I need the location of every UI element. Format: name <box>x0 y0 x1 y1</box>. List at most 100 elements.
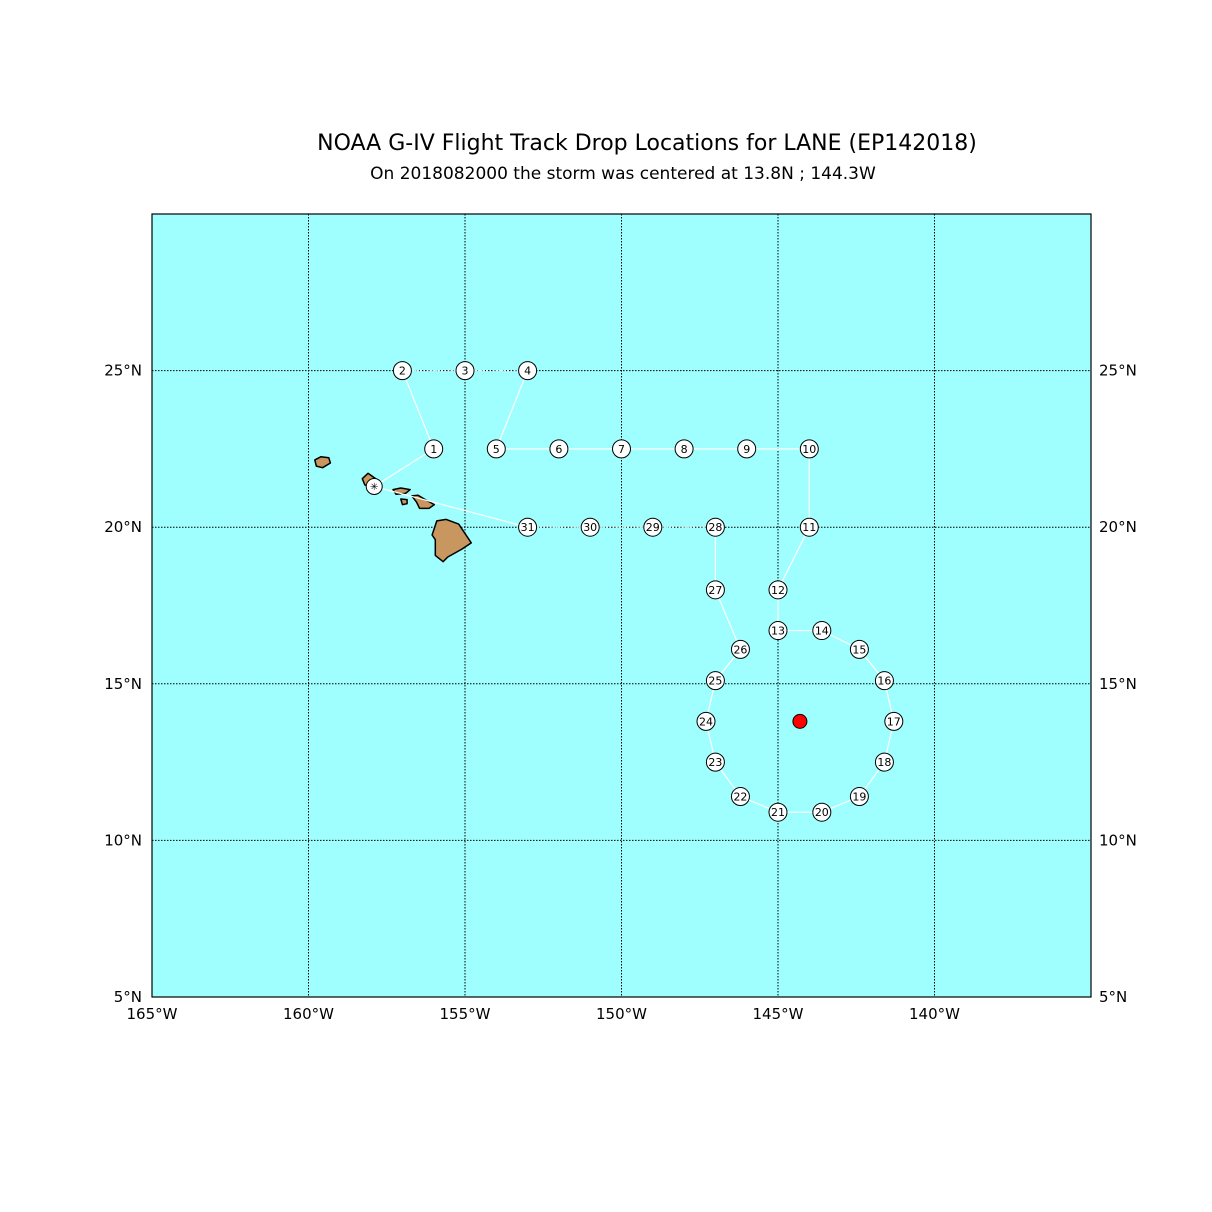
lat-tick-label-right: 10°N <box>1099 831 1137 849</box>
drop-point: 28 <box>705 517 725 537</box>
drop-point: 11 <box>799 517 819 537</box>
drop-label: 19 <box>852 791 866 804</box>
drop-point: 20 <box>812 802 832 822</box>
airport-base-icon <box>365 477 383 495</box>
track-segment <box>714 589 741 650</box>
drop-marker <box>768 580 788 600</box>
drop-label: 3 <box>462 365 469 378</box>
drop-label: 29 <box>646 521 660 534</box>
drop-label: 25 <box>708 675 722 688</box>
drop-marker <box>486 439 506 459</box>
drop-label: 24 <box>699 715 713 728</box>
drop-marker <box>455 361 475 381</box>
drop-marker <box>549 439 569 459</box>
drop-point: 26 <box>730 639 750 659</box>
lon-tick-label: 150°W <box>596 1005 647 1023</box>
drop-point: 19 <box>849 787 869 807</box>
flight-track <box>373 370 895 813</box>
drop-point: 5 <box>486 439 506 459</box>
drop-point: 22 <box>730 787 750 807</box>
drop-point: 3 <box>455 361 475 381</box>
track-segment <box>401 370 435 450</box>
drop-point: 24 <box>696 711 716 731</box>
lat-tick-label-left: 5°N <box>114 988 142 1006</box>
drop-label: 28 <box>708 521 722 534</box>
drop-point: 21 <box>768 802 788 822</box>
drop-point: 17 <box>884 711 904 731</box>
map-title: NOAA G-IV Flight Track Drop Locations fo… <box>317 131 977 156</box>
drop-point: 7 <box>612 439 631 459</box>
drop-marker <box>518 361 538 381</box>
lat-tick-label-right: 15°N <box>1099 675 1137 693</box>
lon-tick-label: 160°W <box>283 1005 334 1023</box>
drop-point: 13 <box>768 621 788 641</box>
drop-marker <box>730 787 750 807</box>
drop-label: 10 <box>802 443 816 456</box>
drop-point: 4 <box>518 361 538 381</box>
drop-point: 27 <box>705 580 725 600</box>
drop-marker <box>705 671 725 691</box>
lon-tick-label: 165°W <box>127 1005 178 1023</box>
storm-center-marker <box>792 713 808 729</box>
lat-tick-label-left: 20°N <box>104 518 142 536</box>
drop-point: 10 <box>799 439 819 459</box>
lat-tick-label-right: 5°N <box>1099 988 1127 1006</box>
drop-label: 30 <box>583 521 597 534</box>
lat-tick-label-right: 25°N <box>1099 362 1137 380</box>
drop-label: 16 <box>877 675 891 688</box>
drop-point: 6 <box>549 439 569 459</box>
track-segment <box>373 448 435 487</box>
drop-marker <box>705 517 725 537</box>
drop-marker <box>799 439 819 459</box>
track-segment <box>374 485 528 528</box>
drop-label: 23 <box>708 756 722 769</box>
drop-point: 25 <box>705 671 725 691</box>
drop-point: 23 <box>705 752 725 772</box>
storm-center <box>792 713 808 729</box>
drop-label: 31 <box>521 521 535 534</box>
drop-label: 17 <box>887 715 901 728</box>
drop-label: 20 <box>815 806 829 819</box>
drop-label: 22 <box>733 791 747 804</box>
drop-marker <box>849 787 869 807</box>
drop-label: 1 <box>430 443 437 456</box>
lat-tick-label-left: 25°N <box>104 362 142 380</box>
drop-marker <box>730 639 750 659</box>
drop-marker <box>696 711 716 731</box>
map-subtitle: On 2018082000 the storm was centered at … <box>370 164 876 184</box>
track-segment <box>495 370 529 450</box>
drop-point: 29 <box>643 517 663 537</box>
lat-tick-label-left: 15°N <box>104 675 142 693</box>
drop-marker <box>849 639 869 659</box>
drop-marker <box>580 517 600 537</box>
drop-marker <box>799 517 819 537</box>
drop-label: 12 <box>771 584 785 597</box>
lon-tick-label: 155°W <box>440 1005 491 1023</box>
drop-marker <box>737 439 757 459</box>
drop-label: 7 <box>618 443 625 456</box>
drop-point: 31 <box>518 517 538 537</box>
lon-tick-label: 140°W <box>909 1005 960 1023</box>
lat-tick-label-left: 10°N <box>104 831 142 849</box>
drop-marker <box>392 361 412 381</box>
drop-label: 14 <box>815 625 829 638</box>
drop-point: 15 <box>849 639 869 659</box>
island-maui <box>411 494 436 510</box>
drop-label: 13 <box>771 625 785 638</box>
drop-marker <box>674 439 694 459</box>
drop-point: 9 <box>737 439 757 459</box>
drop-point: 30 <box>580 517 600 537</box>
drop-marker <box>874 752 894 772</box>
lon-tick-label: 145°W <box>753 1005 804 1023</box>
drop-label: 15 <box>852 643 866 656</box>
drop-label: 5 <box>493 443 500 456</box>
drop-marker <box>705 580 725 600</box>
drop-marker <box>812 621 832 641</box>
drop-point: 18 <box>874 752 894 772</box>
map-frame <box>151 213 1092 998</box>
drop-point: 16 <box>874 671 894 691</box>
drop-marker <box>874 671 894 691</box>
drop-label: 8 <box>681 443 688 456</box>
